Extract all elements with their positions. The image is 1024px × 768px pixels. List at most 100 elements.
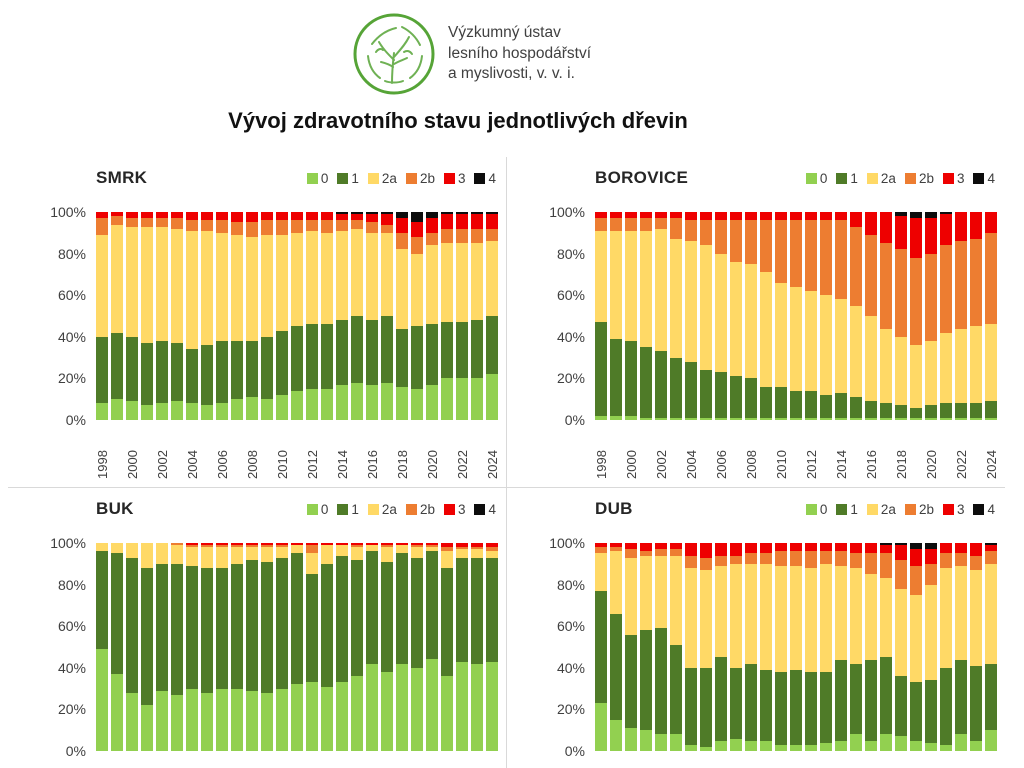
bar-2009: [261, 212, 273, 420]
plot-area: [595, 212, 997, 420]
bar-2007-segment-3: [231, 212, 243, 223]
bar-2017: [381, 212, 393, 420]
bar-2016-segment-1: [366, 551, 378, 664]
bar-2001-segment-2b: [141, 218, 153, 227]
bar-2010-segment-3: [276, 212, 288, 221]
x-tick-2016: 2016: [366, 450, 378, 479]
bar-2006-segment-3: [216, 212, 228, 221]
bar-1999-segment-2a: [111, 224, 123, 333]
bar-2020-segment-4: [426, 212, 438, 219]
bar-2012-segment-1: [805, 390, 817, 418]
bar-2023-segment-2a: [471, 243, 483, 321]
bar-2006-segment-2b: [715, 555, 727, 566]
bar-2002-segment-3: [655, 543, 667, 550]
bar-2024-segment-0: [985, 417, 997, 420]
bar-2022-segment-0: [955, 417, 967, 420]
legend-label-4: 4: [987, 170, 995, 186]
bar-2010-segment-2a: [276, 234, 288, 331]
bar-2012: [805, 543, 817, 751]
bar-2000-segment-2a: [126, 543, 138, 558]
bar-2001: [141, 212, 153, 420]
bar-2007-segment-2b: [231, 545, 243, 548]
bar-2014-segment-2b: [835, 220, 847, 300]
x-tick-2004: 2004: [685, 450, 697, 479]
bar-2012: [306, 212, 318, 420]
bar-2020-segment-1: [426, 324, 438, 385]
bar-2013-segment-1: [321, 324, 333, 389]
bar-2008: [745, 212, 757, 420]
bar-2019-segment-2b: [411, 545, 423, 548]
bar-2007-segment-1: [730, 667, 742, 739]
bar-2012-segment-2a: [805, 291, 817, 391]
bar-2017: [381, 543, 393, 751]
bar-2019-segment-2a: [411, 253, 423, 327]
bar-2010-segment-0: [775, 417, 787, 420]
legend-swatch-2a: [866, 172, 878, 184]
x-slot-2013: [820, 424, 832, 479]
bar-2008: [246, 212, 258, 420]
bar-2010-segment-3: [775, 543, 787, 552]
y-axis: 100% 80% 60% 40% 20% 0%: [507, 204, 585, 428]
bar-2009-segment-1: [760, 669, 772, 741]
legend-swatch-3: [942, 172, 954, 184]
bar-2015-segment-2a: [351, 228, 363, 317]
bar-2007-segment-1: [231, 563, 243, 689]
bar-2015: [351, 543, 363, 751]
x-slot-2010: 2010: [276, 424, 288, 479]
bar-2020-segment-1: [925, 680, 937, 743]
bar-2008-segment-0: [745, 417, 757, 420]
bar-2020-segment-2b: [925, 253, 937, 341]
bar-2005-segment-2a: [201, 230, 213, 346]
y-tick-60: 60%: [57, 618, 86, 635]
x-axis: [595, 755, 997, 768]
bar-2003-segment-0: [171, 694, 183, 751]
x-tick-2024: 2024: [486, 450, 498, 479]
bar-2003-segment-1: [171, 343, 183, 402]
bar-1999-segment-2b: [610, 218, 622, 231]
bar-2024: [486, 543, 498, 751]
legend-swatch-0: [805, 172, 817, 184]
bar-1998-segment-1: [96, 336, 108, 404]
bar-2015: [351, 212, 363, 420]
bar-2022-segment-2a: [955, 565, 967, 660]
bar-2013-segment-2a: [321, 232, 333, 325]
bar-2007-segment-1: [730, 376, 742, 418]
bar-2011: [790, 212, 802, 420]
bar-2022-segment-2b: [456, 228, 468, 244]
bar-2018-segment-4: [396, 212, 408, 219]
bar-2013-segment-2a: [820, 295, 832, 396]
bar-2013-segment-3: [321, 543, 333, 546]
bar-2010-segment-2a: [775, 282, 787, 387]
bar-2007-segment-1: [231, 340, 243, 400]
bar-2015-segment-4: [351, 212, 363, 215]
bar-2002-segment-2a: [156, 543, 168, 564]
institute-name-line-3: a myslivosti, v. v. i.: [448, 65, 575, 83]
bar-2012-segment-2b: [306, 545, 318, 554]
x-slot-2012: 2012: [805, 424, 817, 479]
bar-2013-segment-1: [820, 395, 832, 418]
bar-2018-segment-3: [396, 218, 408, 233]
bar-2016-segment-0: [865, 740, 877, 751]
legend-swatch-1: [337, 172, 349, 184]
bar-2004-segment-3: [186, 212, 198, 221]
bar-2000-segment-0: [126, 401, 138, 420]
bar-2023-segment-1: [970, 665, 982, 741]
bar-2014-segment-3: [835, 212, 847, 221]
bar-2014: [336, 212, 348, 420]
legend: 0 1 2a 2b 3 4: [805, 170, 995, 186]
bar-2005: [201, 212, 213, 420]
x-tick-2016: 2016: [865, 450, 877, 479]
bar-2015-segment-2a: [351, 547, 363, 560]
bar-2003-segment-1: [171, 563, 183, 695]
bar-2021-segment-1: [441, 322, 453, 379]
legend-swatch-4: [474, 172, 486, 184]
bar-2004-segment-2a: [186, 547, 198, 566]
legend-item-2b: 2b: [904, 171, 934, 186]
legend-label-0: 0: [819, 170, 828, 186]
bar-2017-segment-2b: [381, 545, 393, 548]
bar-2014: [835, 212, 847, 420]
bar-2004-segment-1: [685, 361, 697, 418]
legend-label-3: 3: [457, 170, 466, 186]
bar-2001-segment-1: [640, 347, 652, 418]
x-slot-2000: 2000: [625, 424, 637, 479]
